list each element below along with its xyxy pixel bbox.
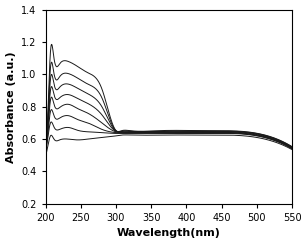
X-axis label: Wavelength(nm): Wavelength(nm): [117, 228, 221, 238]
Y-axis label: Absorbance (a.u.): Absorbance (a.u.): [6, 51, 16, 163]
